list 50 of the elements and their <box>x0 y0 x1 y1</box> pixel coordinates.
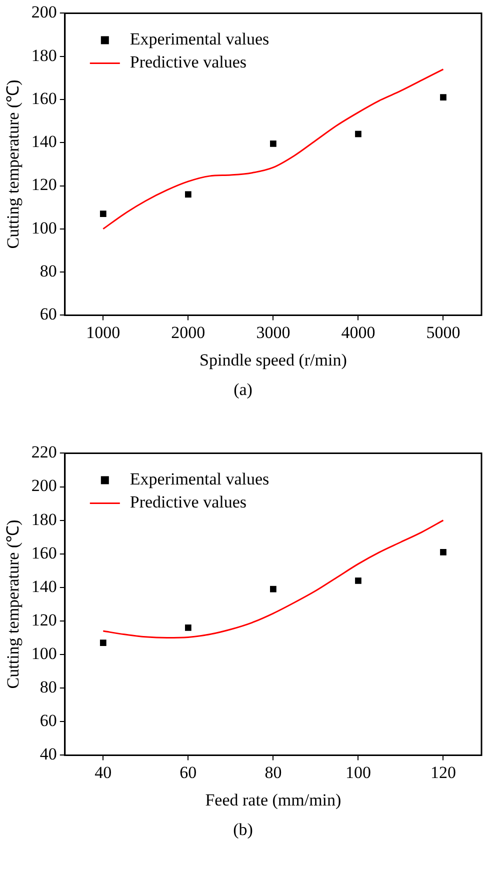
x-tick-label: 5000 <box>426 322 460 342</box>
y-tick-label: 80 <box>40 262 57 281</box>
point <box>440 549 446 556</box>
x-tick-label: 80 <box>264 762 282 782</box>
y-tick-label: 160 <box>31 543 57 562</box>
y-axis-title: Cutting temperature (℃) <box>4 80 23 249</box>
legend-label: Predictive values <box>130 492 247 512</box>
x-tick-label: 40 <box>94 762 112 782</box>
legend-label: Experimental values <box>130 30 270 49</box>
text: (b) <box>232 820 254 840</box>
y-tick-label: 180 <box>31 510 57 529</box>
y-tick-label: 60 <box>40 711 57 730</box>
point <box>355 130 362 138</box>
x-axis-title: Spindle speed (r/min) <box>200 350 347 370</box>
point <box>185 191 192 198</box>
x-tick-label: 4000 <box>341 322 376 342</box>
x-tick-label: 120 <box>430 762 456 782</box>
legend-label: Experimental values <box>130 470 270 489</box>
y-tick-label: 220 <box>31 442 57 462</box>
y-tick-label: 200 <box>31 476 57 496</box>
y-axis-title: Cutting temperature (℃) <box>4 520 23 689</box>
line-series <box>102 68 444 230</box>
y-tick-label: 100 <box>31 644 57 663</box>
x-axis-title: Feed rate (mm/min) <box>205 790 342 810</box>
y-tick-label: 60 <box>40 304 57 324</box>
line-series <box>102 520 444 639</box>
x-tick-label: 1000 <box>86 322 120 342</box>
legend-label: Predictive values <box>130 52 247 72</box>
x-tick-label: 3000 <box>256 322 290 342</box>
x-tick-label: 60 <box>180 762 197 782</box>
point <box>100 210 106 217</box>
point <box>270 586 276 592</box>
point <box>440 94 446 101</box>
x-tick-label: 2000 <box>171 322 206 342</box>
y-tick-label: 140 <box>31 132 57 152</box>
point <box>185 624 192 631</box>
y-tick-label: 80 <box>40 678 57 697</box>
y-tick-label: 120 <box>31 610 57 630</box>
y-tick-label: 100 <box>31 218 57 238</box>
point <box>355 578 362 584</box>
x-tick-label: 100 <box>345 762 371 782</box>
point <box>270 140 276 147</box>
y-tick-label: 160 <box>31 88 57 108</box>
text: (a) <box>232 380 254 400</box>
y-tick-label: 120 <box>31 175 57 194</box>
y-tick-label: 180 <box>31 46 57 65</box>
y-tick-label: 140 <box>31 576 57 596</box>
y-tick-label: 40 <box>40 744 57 764</box>
point <box>100 640 106 646</box>
y-tick-label: 200 <box>31 2 57 22</box>
